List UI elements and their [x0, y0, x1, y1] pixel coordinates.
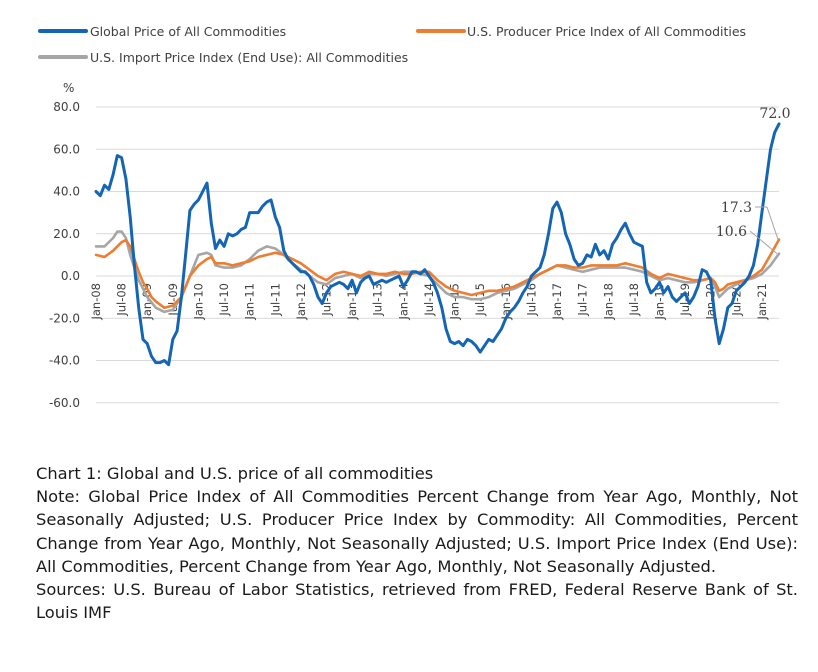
x-tick-label: Jul-16 — [524, 283, 538, 317]
caption-sources: Sources: U.S. Bureau of Labor Statistics… — [36, 580, 798, 623]
caption-title: Chart 1: Global and U.S. price of all co… — [36, 464, 434, 483]
annotation-leader — [766, 206, 779, 240]
chart-caption: Chart 1: Global and U.S. price of all co… — [36, 462, 798, 624]
y-tick-label: 40.0 — [53, 185, 80, 199]
x-tick-label: Jan-10 — [191, 283, 205, 321]
annotation-label-import: 10.6 — [716, 224, 747, 240]
x-tick-label: Jan-18 — [601, 283, 615, 321]
annotation-label-ppi: 17.3 — [721, 200, 752, 216]
y-axis-ticks: 80.0 60.0 40.0 20.0 0.0 -20.0 -40.0 -60.0 — [49, 100, 80, 410]
y-tick-label: 0.0 — [61, 269, 80, 283]
legend-label-global: Global Price of All Commodities — [90, 24, 286, 39]
legend: Global Price of All Commodities U.S. Pro… — [38, 24, 746, 65]
x-tick-label: Jul-13 — [371, 283, 385, 317]
x-tick-label: Jan-11 — [243, 283, 257, 321]
x-tick-label: Jul-14 — [422, 283, 436, 317]
x-tick-label: Jul-10 — [217, 283, 231, 317]
legend-label-import: U.S. Import Price Index (End Use): All C… — [90, 50, 408, 65]
x-tick-label: Jul-12 — [320, 283, 334, 317]
annotation-label-global: 72.0 — [759, 106, 790, 122]
series-lines — [94, 122, 781, 367]
x-tick-label: Jan-08 — [89, 283, 103, 321]
x-tick-label: Jul-19 — [678, 283, 692, 317]
x-tick-label: Jul-11 — [268, 283, 282, 317]
line-chart: Global Price of All Commodities U.S. Pro… — [38, 24, 791, 410]
y-tick-label: -60.0 — [49, 396, 80, 410]
x-tick-label: Jul-18 — [627, 283, 641, 317]
y-tick-label: 60.0 — [53, 142, 80, 156]
x-tick-label: Jul-08 — [115, 283, 129, 317]
y-tick-label: -40.0 — [49, 354, 80, 368]
y-tick-label: 20.0 — [53, 227, 80, 241]
y-tick-label: 80.0 — [53, 100, 80, 114]
x-tick-label: Jul-20 — [729, 283, 743, 317]
gridlines — [96, 106, 779, 404]
x-tick-label: Jan-17 — [550, 283, 564, 321]
series-line-0 — [94, 122, 781, 367]
x-tick-label: Jan-21 — [755, 283, 769, 321]
x-tick-label: Jan-14 — [396, 283, 410, 321]
legend-label-ppi: U.S. Producer Price Index of All Commodi… — [467, 24, 746, 39]
x-tick-label: Jul-09 — [166, 283, 180, 317]
y-axis-unit-label: % — [63, 81, 74, 95]
x-axis-ticks: Jan-08 Jul-08 Jan-09 Jul-09 Jan-10 Jul-10 Jan-… — [89, 283, 769, 321]
annotations: 72.0 17.3 10.6 — [716, 106, 791, 254]
chart-area: Global Price of All Commodities U.S. Pro… — [38, 24, 791, 410]
caption-note: Note: Global Price Index of All Commodit… — [36, 487, 798, 576]
x-tick-label: Jan-12 — [294, 283, 308, 321]
y-tick-label: -20.0 — [49, 311, 80, 325]
annotation-leader — [749, 230, 778, 254]
x-tick-label: Jul-17 — [576, 283, 590, 317]
